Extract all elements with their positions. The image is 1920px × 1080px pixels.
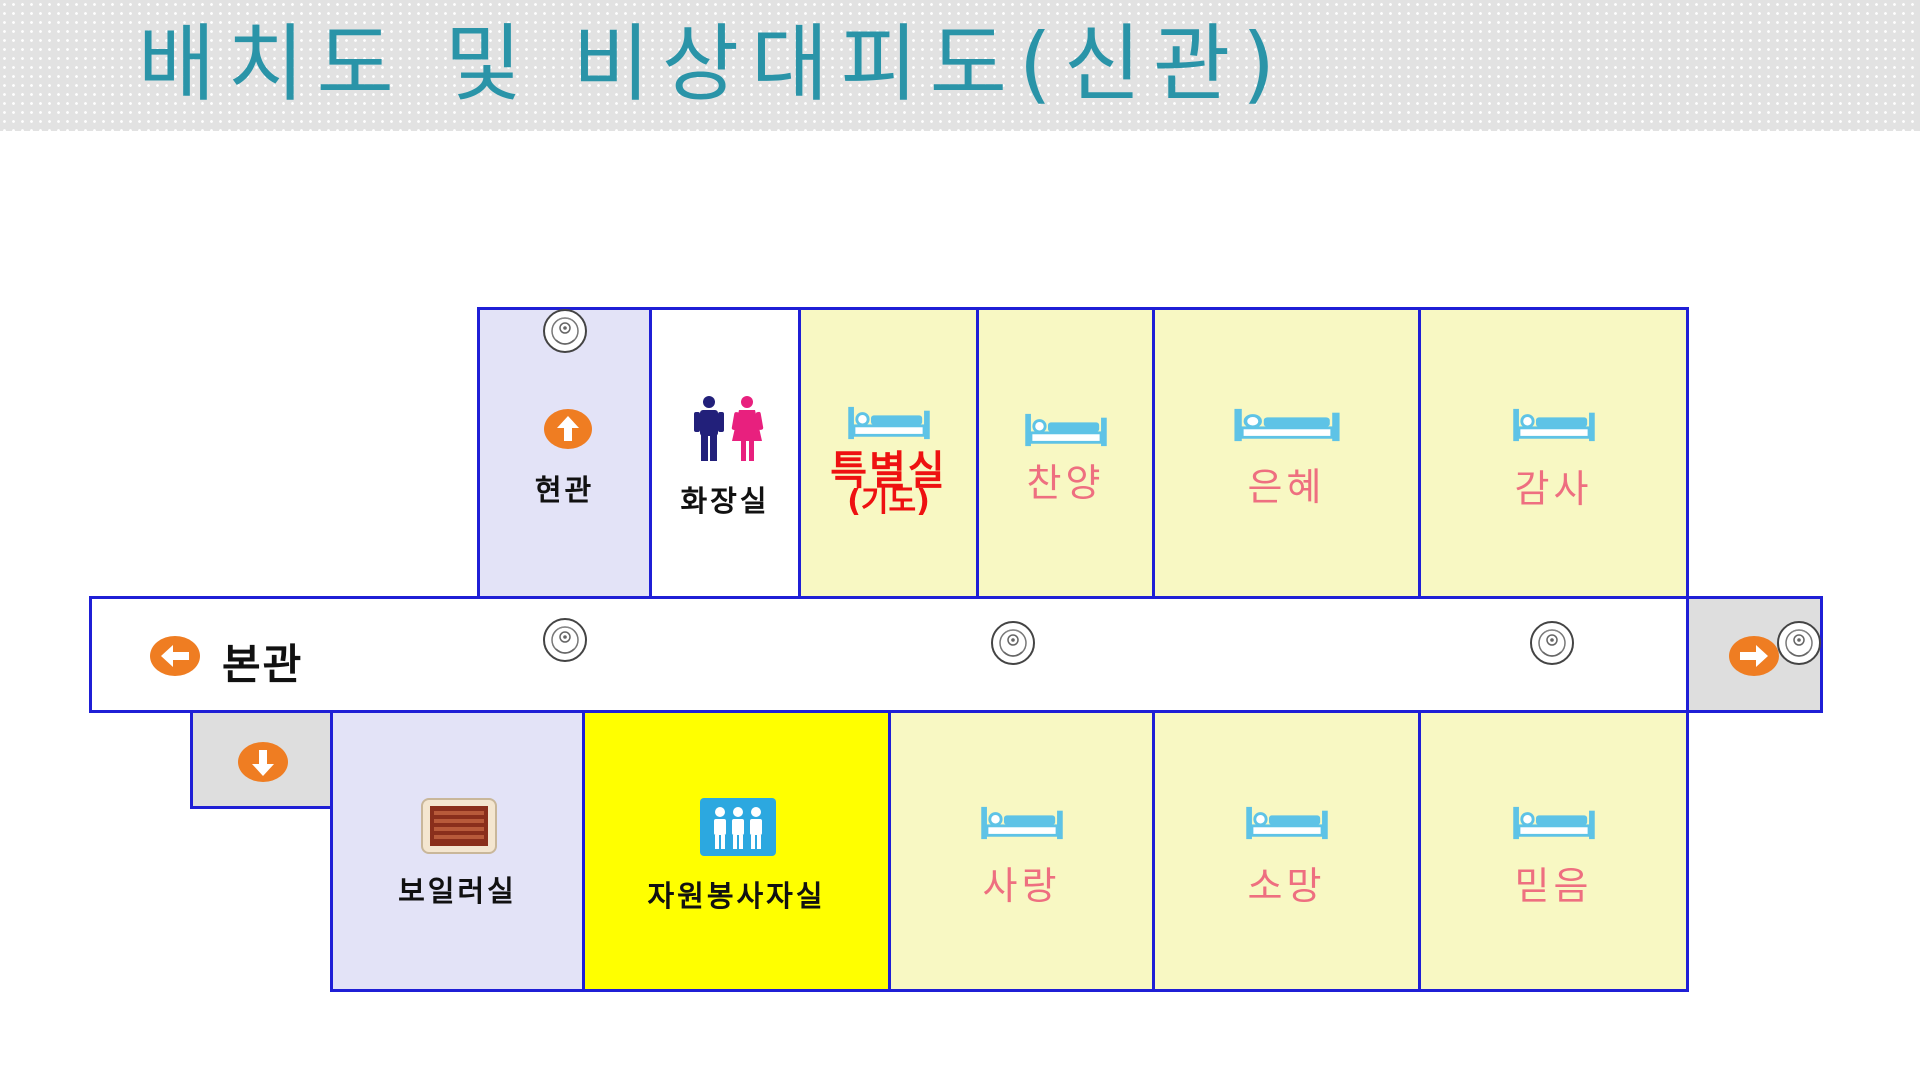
smoke-detector-icon	[990, 620, 1036, 666]
room-somang-label: 소망	[1247, 864, 1326, 908]
smoke-detector-icon	[542, 308, 588, 354]
people-icon	[700, 798, 776, 856]
room-special-label: 특별실	[830, 448, 947, 494]
room-boiler: 보일러실	[330, 710, 585, 992]
room-special-sublabel: (기도)	[847, 484, 930, 519]
title-bar: 배치도 및 비상대피도(신관)	[0, 0, 1920, 131]
exit-arrow-up-icon	[544, 409, 592, 449]
exit-south	[190, 710, 333, 809]
room-chanyang: 찬양	[976, 307, 1155, 599]
room-sarang-label: 사랑	[982, 864, 1061, 908]
room-gamsa-label: 감사	[1514, 467, 1593, 511]
exit-arrow-right-icon	[1729, 636, 1779, 676]
room-entrance-label: 현관	[534, 473, 595, 507]
smoke-detector-icon	[1776, 620, 1822, 666]
room-boiler-label: 보일러실	[398, 874, 517, 908]
bed-icon	[1244, 805, 1330, 841]
room-chanyang-label: 찬양	[1026, 461, 1105, 505]
bed-icon	[1511, 407, 1597, 443]
corridor-main: 본관	[89, 596, 1689, 713]
restroom-icon	[694, 396, 764, 461]
room-mideum-label: 믿음	[1514, 864, 1593, 908]
room-special: 특별실 (기도)	[798, 307, 979, 599]
room-mideum: 믿음	[1418, 710, 1689, 992]
smoke-detector-icon	[1529, 620, 1575, 666]
room-sarang: 사랑	[888, 710, 1155, 992]
room-gamsa: 감사	[1418, 307, 1689, 599]
page-title: 배치도 및 비상대피도(신관)	[138, 15, 1288, 113]
exit-east	[1686, 596, 1823, 713]
room-volunteer-label: 자원봉사자실	[647, 879, 826, 913]
room-volunteer: 자원봉사자실	[582, 710, 891, 992]
room-restroom-label: 화장실	[680, 484, 770, 518]
main-building-label: 본관	[222, 640, 304, 689]
room-somang: 소망	[1152, 710, 1421, 992]
bed-icon	[979, 805, 1065, 841]
bed-icon	[1232, 407, 1342, 443]
bed-icon	[1511, 805, 1597, 841]
room-eunhye: 은혜	[1152, 307, 1421, 599]
bed-icon	[846, 405, 932, 441]
exit-arrow-down-icon	[238, 742, 288, 782]
smoke-detector-icon	[542, 617, 588, 663]
exit-arrow-left-icon	[150, 636, 200, 676]
room-restroom: 화장실	[649, 307, 801, 599]
boiler-icon	[421, 798, 497, 854]
bed-icon	[1023, 412, 1109, 448]
room-eunhye-label: 은혜	[1247, 465, 1326, 509]
room-entrance: 현관	[477, 307, 652, 599]
